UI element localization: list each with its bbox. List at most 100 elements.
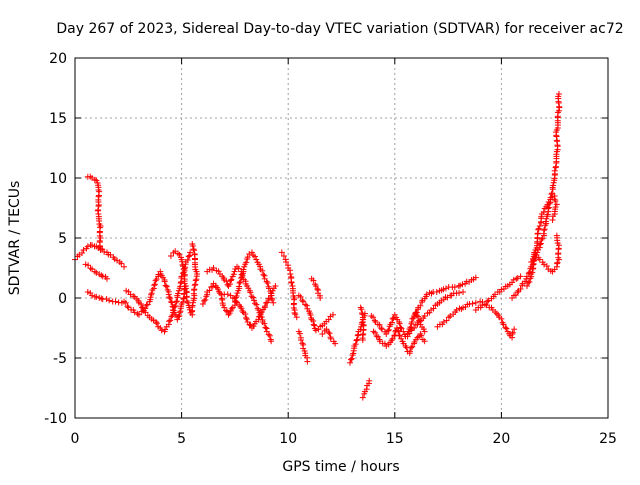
y-tick-label: 10	[49, 171, 67, 187]
data-point-fill	[354, 336, 361, 343]
data-point	[106, 297, 113, 304]
data-point-fill	[173, 299, 180, 306]
data-point-fill	[420, 315, 427, 322]
data-point	[528, 259, 535, 265]
data-point-fill	[237, 278, 244, 285]
data-point-fill	[307, 312, 314, 319]
data-point-fill	[330, 338, 337, 345]
data-point-fill	[311, 322, 318, 329]
data-point-fill	[547, 267, 554, 274]
data-point-fill	[186, 252, 193, 259]
data-point-fill	[91, 268, 98, 275]
data-point-fill	[388, 337, 395, 344]
data-point-fill	[215, 268, 222, 275]
data-point-fill	[451, 284, 458, 291]
data-point-fill	[327, 313, 334, 320]
data-point-fill	[414, 321, 421, 328]
y-tick-label: -5	[53, 351, 67, 367]
data-point-fill	[153, 276, 160, 283]
data-point-fill	[122, 299, 129, 306]
x-tick-label: 10	[279, 431, 297, 447]
data-point-fill	[244, 255, 251, 262]
data-point-fill	[95, 196, 102, 203]
data-point-fill	[545, 204, 552, 211]
data-point-fill	[229, 304, 236, 311]
data-point-fill	[316, 292, 323, 299]
data-point-fill	[358, 306, 365, 313]
data-point-fill	[552, 197, 559, 204]
data-point-fill	[297, 334, 304, 341]
data-point-fill	[325, 329, 332, 336]
data-point-fill	[135, 297, 142, 304]
data-point-fill	[102, 273, 109, 280]
data-point-fill	[144, 312, 151, 319]
data-point-fill	[433, 288, 440, 295]
data-point	[536, 223, 543, 229]
data-point-fill	[373, 333, 380, 340]
data-point-fill	[394, 316, 401, 323]
data-point-fill	[224, 308, 231, 315]
data-point-fill	[247, 322, 254, 329]
data-point-fill	[181, 283, 188, 290]
data-point-fill	[506, 281, 513, 288]
data-point-fill	[537, 241, 544, 248]
data-point-fill	[361, 390, 368, 397]
data-point-fill	[240, 276, 247, 283]
data-point-fill	[502, 283, 509, 290]
data-point-fill	[165, 288, 172, 295]
data-point-fill	[178, 303, 185, 310]
data-point-fill	[297, 293, 304, 300]
data-point-fill	[551, 208, 558, 215]
data-point-fill	[398, 325, 405, 332]
data-point-fill	[224, 291, 231, 298]
data-point-fill	[260, 306, 267, 313]
data-point-fill	[87, 242, 94, 249]
data-point-fill	[413, 309, 420, 316]
data-point-fill	[260, 271, 267, 278]
data-point-fill	[551, 266, 558, 273]
data-point-fill	[321, 327, 328, 334]
data-point-fill	[174, 294, 181, 301]
data-point-fill	[161, 278, 168, 285]
data-point-fill	[166, 294, 173, 301]
data-point-fill	[265, 283, 272, 290]
data-point-fill	[495, 312, 502, 319]
data-point-fill	[255, 313, 262, 320]
data-point-fill	[308, 314, 315, 321]
data-point-fill	[239, 272, 246, 279]
data-point-fill	[370, 314, 377, 321]
data-point-fill	[411, 324, 418, 331]
y-tick-label: 5	[58, 231, 67, 247]
data-point-fill	[541, 226, 548, 233]
data-point-fill	[385, 326, 392, 333]
data-point-fill	[262, 324, 269, 331]
data-point	[93, 269, 100, 276]
data-point-fill	[542, 222, 549, 229]
chart-title: Day 267 of 2023, Sidereal Day-to-day VTE…	[56, 21, 623, 37]
data-point-fill	[385, 327, 392, 334]
data-point-fill	[420, 326, 427, 333]
data-point-fill	[390, 314, 397, 321]
x-tick-label: 20	[492, 431, 510, 447]
x-axis-label: GPS time / hours	[282, 459, 399, 475]
data-point-fill	[396, 332, 403, 339]
data-point-fill	[151, 281, 158, 288]
data-point-fill	[167, 295, 174, 302]
data-point-fill	[311, 325, 318, 332]
data-point	[523, 283, 530, 289]
data-point-fill	[347, 356, 354, 363]
data-point-fill	[148, 290, 155, 297]
data-point-fill	[176, 312, 183, 319]
data-point-fill	[238, 271, 245, 278]
data-point-fill	[173, 298, 180, 305]
data-point-fill	[290, 293, 297, 300]
data-point-fill	[155, 323, 162, 330]
data-point-fill	[550, 182, 557, 189]
data-point-fill	[109, 298, 116, 305]
data-point-fill	[553, 129, 560, 136]
x-tick-label: 15	[386, 431, 404, 447]
data-point-fill	[214, 286, 221, 293]
data-point-fill	[236, 279, 243, 286]
data-point-fill	[96, 221, 103, 228]
data-point	[93, 177, 100, 184]
